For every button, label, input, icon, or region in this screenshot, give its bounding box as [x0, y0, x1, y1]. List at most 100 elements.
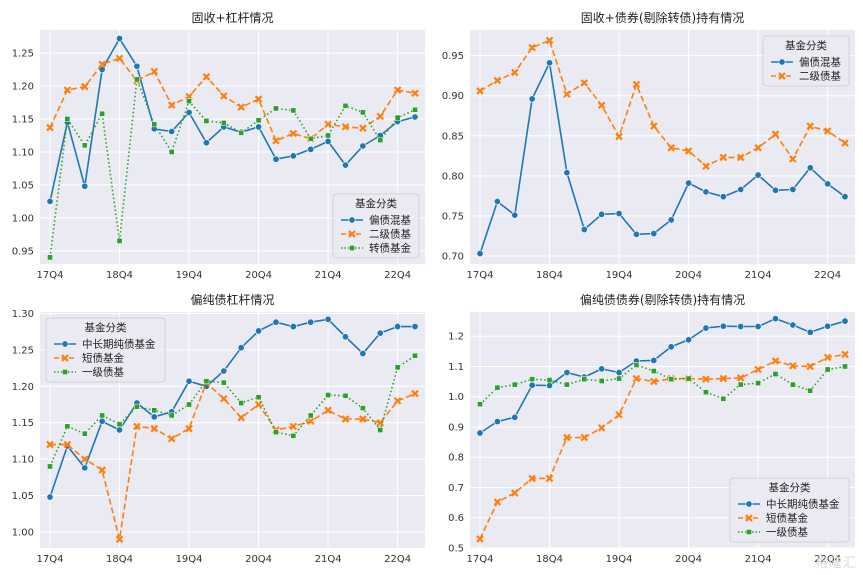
legend-label: 中长期纯债基金	[82, 338, 156, 351]
data-point	[203, 118, 210, 124]
legend-box	[729, 477, 850, 543]
data-point	[841, 193, 849, 201]
series-line	[49, 318, 415, 498]
data-point	[324, 137, 332, 145]
data-point	[46, 123, 54, 132]
data-point	[754, 365, 762, 374]
y-tick-label: 0.90	[442, 91, 464, 102]
y-tick-label: 1.20	[12, 82, 34, 93]
data-point	[411, 323, 419, 331]
data-point	[581, 376, 588, 383]
data-point	[771, 130, 780, 138]
x-tick-label: 20Q4	[675, 554, 702, 565]
data-point	[272, 155, 280, 163]
data-point	[412, 106, 418, 113]
x-tick-label: 21Q4	[315, 270, 342, 281]
x-tick-label: 17Q4	[467, 270, 494, 281]
y-tick-label: 0.9	[448, 422, 464, 433]
data-point	[220, 367, 228, 375]
data-point	[754, 171, 762, 179]
data-point	[237, 413, 245, 422]
chart-panel: 固收+债券(剔除转债)持有情况 0.70 0.75 0.80 0.85 0.90 0.95 1…	[442, 10, 855, 281]
data-point	[185, 108, 193, 116]
data-point	[289, 129, 298, 138]
legend-label: 短债基金	[766, 512, 808, 525]
data-point	[476, 87, 484, 95]
data-point	[289, 323, 297, 331]
data-point	[46, 197, 54, 205]
data-point	[476, 429, 484, 437]
data-point	[116, 35, 124, 43]
series-line	[479, 364, 846, 405]
data-point	[684, 147, 693, 155]
x-tick-label: 19Q4	[176, 270, 203, 281]
data-point	[80, 82, 89, 91]
data-point	[116, 426, 124, 434]
data-point	[580, 433, 589, 442]
data-point	[564, 381, 570, 388]
data-point	[376, 418, 385, 427]
data-point	[393, 86, 402, 94]
data-point	[789, 321, 797, 329]
data-point	[307, 135, 314, 142]
data-point	[220, 379, 227, 386]
data-point	[255, 394, 262, 401]
data-point	[290, 432, 297, 439]
data-point	[237, 344, 245, 352]
data-point	[341, 161, 349, 169]
chart-panel: 偏纯债债券(剔除转债)持有情况 0.5 0.6 0.7 0.8 0.9 1.0 1.1 1.2 1…	[448, 292, 855, 565]
y-tick-label: 0.95	[442, 51, 464, 62]
data-point	[290, 107, 297, 114]
y-tick-label: 1.10	[12, 455, 34, 466]
y-tick-label: 1.05	[12, 180, 34, 191]
data-point	[376, 112, 385, 121]
x-tick-label: 20Q4	[675, 270, 702, 281]
x-tick-label: 22Q4	[814, 270, 841, 281]
data-point	[667, 144, 675, 152]
data-point	[771, 186, 779, 194]
legend-label: 偏债混基	[799, 56, 841, 69]
y-tick-label: 0.80	[442, 171, 464, 182]
y-tick-label: 1.00	[12, 213, 34, 224]
y-tick-label: 1.20	[12, 382, 34, 393]
data-point	[168, 128, 176, 136]
x-tick-label: 17Q4	[467, 554, 494, 565]
data-point	[133, 62, 141, 70]
data-point	[349, 245, 355, 251]
data-point	[47, 463, 53, 470]
data-point	[289, 152, 297, 160]
data-point	[255, 327, 263, 335]
data-point	[824, 180, 832, 188]
data-point	[254, 95, 263, 103]
x-tick-label: 21Q4	[745, 270, 772, 281]
chart-title: 偏纯债杠杆情况	[190, 292, 274, 307]
data-point	[580, 226, 588, 234]
data-point	[546, 377, 553, 383]
chart-title: 固收+杠杆情况	[191, 10, 273, 25]
legend-title: 基金分类	[769, 481, 811, 494]
x-tick-label: 21Q4	[315, 554, 342, 565]
data-point	[633, 362, 640, 368]
data-point	[99, 412, 105, 419]
data-point	[493, 76, 502, 85]
data-point	[685, 179, 693, 187]
data-point	[150, 424, 159, 433]
data-point	[167, 434, 176, 443]
data-point	[185, 377, 193, 385]
data-point	[510, 489, 519, 497]
data-point	[841, 139, 849, 147]
data-point	[493, 418, 501, 426]
data-point	[341, 123, 350, 131]
data-point	[719, 374, 728, 383]
y-tick-label: 1.25	[12, 345, 34, 356]
y-tick-label: 1.25	[12, 49, 34, 60]
y-tick-label: 0.75	[442, 211, 464, 222]
x-tick-label: 22Q4	[384, 270, 411, 281]
legend-label: 二级债基	[369, 228, 411, 241]
series-line	[479, 317, 846, 434]
data-point	[64, 423, 71, 430]
data-point	[412, 352, 418, 359]
